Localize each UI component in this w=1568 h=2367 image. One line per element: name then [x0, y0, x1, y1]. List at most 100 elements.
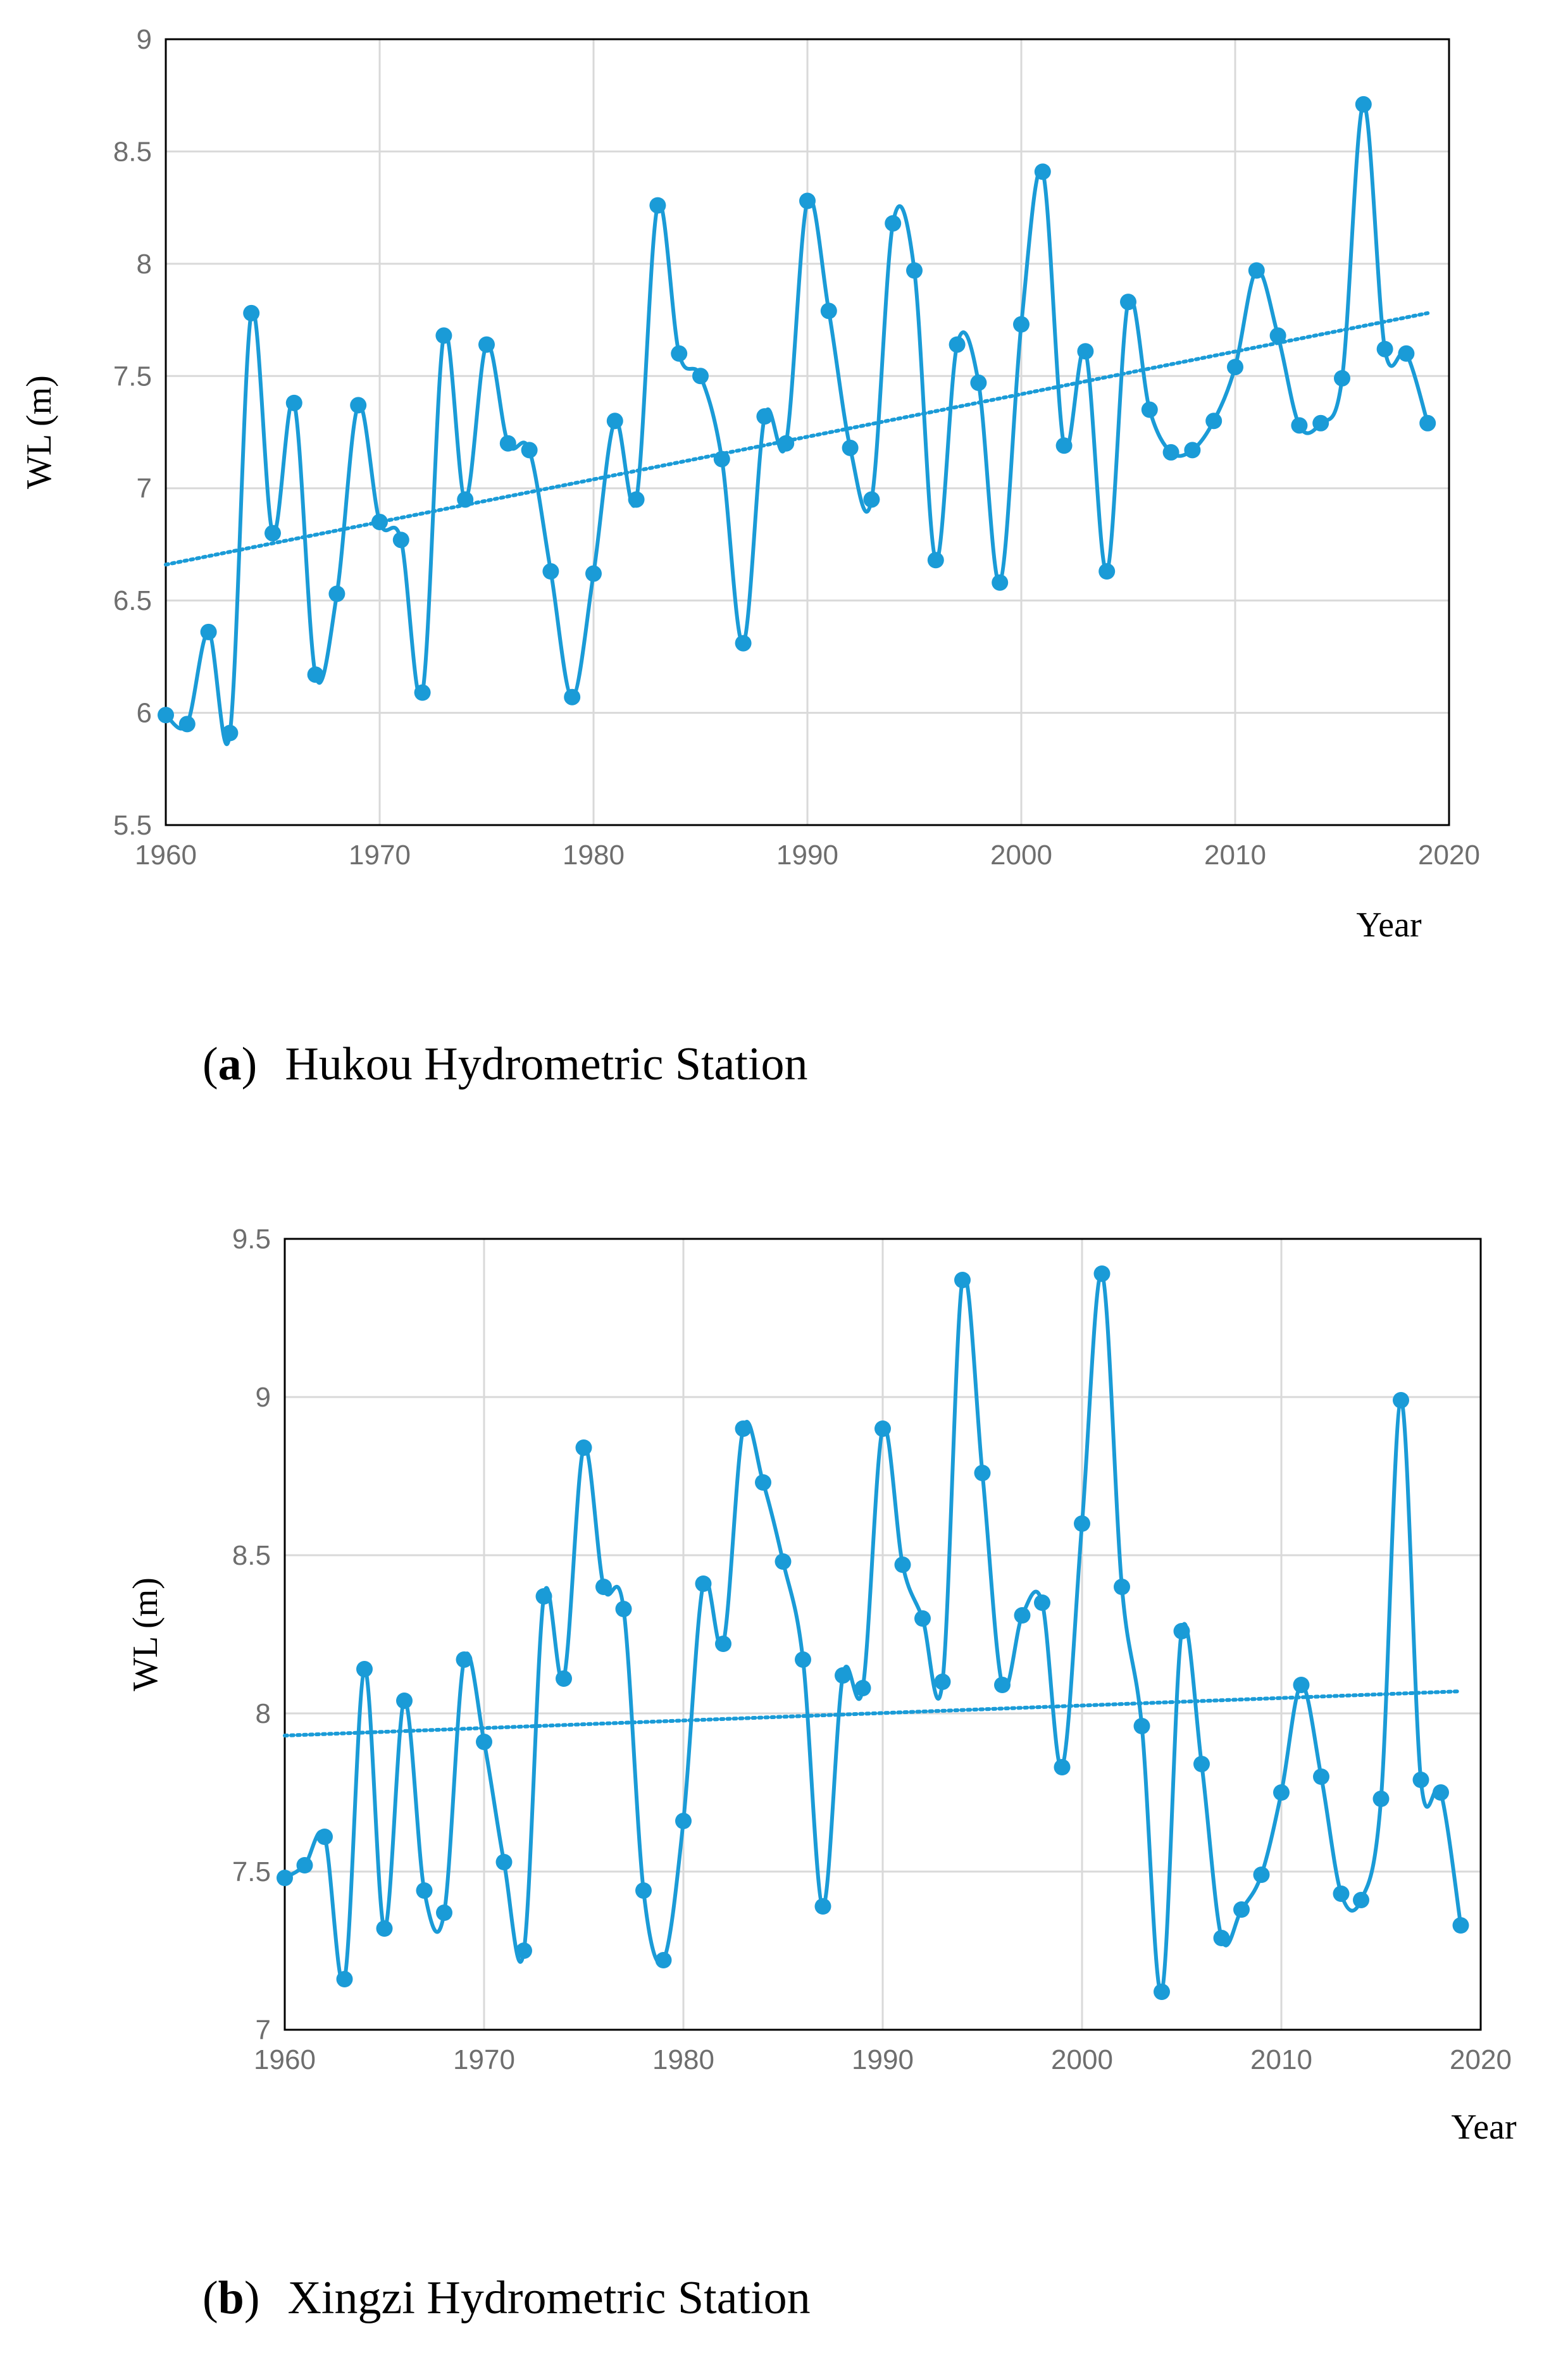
chart-b-svg: 1960 1970 1980 1990 2000 2010 2020 7 7.5 8 8.5 9 9.5…: [126, 1224, 1517, 2147]
data-point: [478, 336, 495, 353]
data-point: [595, 1579, 612, 1595]
data-point: [1312, 414, 1329, 432]
y-tick-label: 9: [137, 24, 152, 55]
data-point: [350, 397, 367, 414]
caption-tag: b: [218, 2272, 244, 2324]
data-point: [615, 1601, 632, 1617]
data-point: [1055, 437, 1073, 454]
data-point: [1398, 345, 1415, 362]
data-point: [949, 336, 966, 353]
data-point: [1093, 1265, 1111, 1282]
data-point: [556, 1670, 572, 1687]
data-point: [735, 635, 752, 652]
plot-frame: [283, 1238, 1482, 2031]
caption-close-paren: ): [241, 1038, 258, 1090]
data-point: [695, 1575, 712, 1592]
data-point: [927, 552, 944, 569]
data-point: [1233, 1901, 1250, 1918]
data-point: [499, 435, 516, 452]
chart-b-figure: 1960 1970 1980 1990 2000 2010 2020 7 7.5 8 8.5 9 9.5…: [0, 1190, 1568, 2367]
data-point: [1162, 444, 1179, 461]
y-tick-label: 7: [256, 2015, 271, 2046]
data-point: [1205, 413, 1223, 430]
data-point: [906, 262, 923, 279]
x-tick-label: 1990: [776, 840, 838, 871]
data-point: [675, 1813, 692, 1829]
data-point: [874, 1420, 891, 1437]
data-point: [1184, 442, 1201, 459]
series-line: [165, 102, 1430, 747]
data-point: [1034, 1594, 1050, 1611]
x-tick-label: 1990: [852, 2044, 914, 2075]
data-point: [1419, 414, 1436, 432]
data-point: [535, 1588, 552, 1605]
plot-frame: [165, 38, 1450, 826]
data-point: [820, 302, 837, 320]
data-point: [775, 1553, 792, 1570]
x-tick-label: 1960: [254, 2044, 316, 2075]
y-axis-title: WL (m): [20, 375, 59, 489]
data-point: [1393, 1392, 1409, 1408]
data-point: [516, 1942, 532, 1959]
data-point: [277, 1870, 293, 1886]
y-tick-label: 7: [137, 473, 152, 504]
data-point: [1013, 316, 1030, 333]
data-point: [1433, 1784, 1449, 1801]
data-point: [863, 491, 880, 508]
caption-text: Hukou Hydrometric Station: [285, 1038, 808, 1090]
data-point: [606, 413, 623, 430]
y-tick-label: 9.5: [232, 1224, 271, 1255]
y-tick-label: 8: [256, 1698, 271, 1729]
data-point: [735, 1420, 752, 1437]
chart-b-caption: (b) Xingzi Hydrometric Station: [202, 2271, 811, 2325]
y-tick-label: 8: [137, 249, 152, 280]
data-point: [456, 1651, 473, 1668]
data-point: [1248, 262, 1265, 279]
data-point: [328, 585, 345, 602]
data-point: [1452, 1917, 1469, 1934]
x-tick-label: 1980: [563, 840, 625, 871]
caption-close-paren: ): [244, 2272, 260, 2324]
data-point: [795, 1651, 811, 1668]
data-point: [1014, 1607, 1031, 1624]
data-point: [1253, 1867, 1270, 1883]
data-point: [1098, 563, 1116, 580]
x-tick-label: 2020: [1418, 840, 1480, 871]
data-point: [243, 304, 260, 321]
data-point: [476, 1734, 492, 1750]
data-point: [1133, 1718, 1150, 1734]
data-point: [970, 374, 987, 391]
y-tick-label: 5.5: [113, 810, 152, 841]
data-point: [713, 450, 730, 468]
data-point: [1291, 417, 1308, 434]
data-point: [200, 623, 217, 640]
data-point: [671, 345, 688, 362]
data-point: [336, 1971, 353, 1987]
data-point: [392, 531, 409, 549]
data-point: [371, 513, 388, 530]
data-point: [1054, 1759, 1071, 1775]
data-point: [285, 394, 302, 411]
data-point: [356, 1661, 373, 1677]
data-point: [1273, 1784, 1290, 1801]
data-point: [914, 1610, 931, 1627]
data-point: [715, 1636, 731, 1652]
data-point: [1333, 1886, 1350, 1902]
y-tick-label: 6: [137, 698, 152, 729]
data-point: [296, 1857, 313, 1873]
x-tick-label: 2020: [1450, 2044, 1512, 2075]
data-point: [495, 1854, 513, 1870]
y-tick-label: 8.5: [232, 1540, 271, 1571]
data-point: [854, 1680, 871, 1696]
data-point: [1313, 1768, 1329, 1785]
y-tick-label: 9: [256, 1382, 271, 1413]
data-point: [435, 327, 452, 344]
data-point: [994, 1677, 1011, 1693]
data-point: [1355, 96, 1372, 113]
chart-a-caption: (a) Hukou Hydrometric Station: [202, 1038, 808, 1091]
data-point: [414, 684, 431, 701]
data-point: [1412, 1772, 1429, 1788]
x-tick-label: 1960: [135, 840, 197, 871]
data-point: [1120, 294, 1136, 311]
data-point: [1213, 1930, 1230, 1946]
